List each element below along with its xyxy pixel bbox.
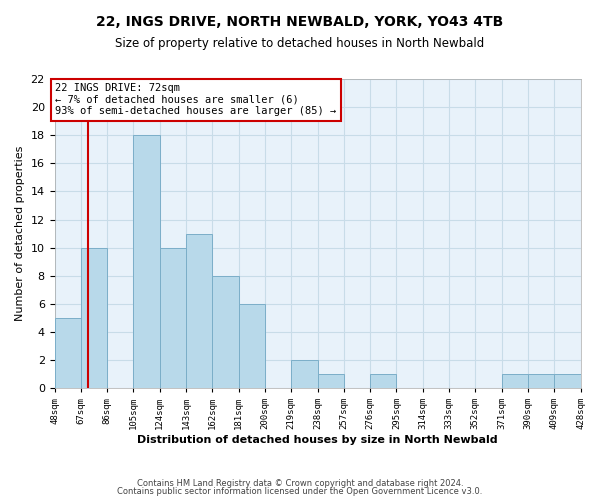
Bar [554,374,581,388]
Text: Size of property relative to detached houses in North Newbald: Size of property relative to detached ho… [115,38,485,51]
Bar [502,374,528,388]
Bar [239,304,265,388]
Bar [370,374,397,388]
Bar [133,135,160,388]
Text: 22 INGS DRIVE: 72sqm
← 7% of detached houses are smaller (6)
93% of semi-detache: 22 INGS DRIVE: 72sqm ← 7% of detached ho… [55,83,337,116]
Bar [212,276,239,388]
Text: 22, INGS DRIVE, NORTH NEWBALD, YORK, YO43 4TB: 22, INGS DRIVE, NORTH NEWBALD, YORK, YO4… [97,15,503,29]
Bar [186,234,212,388]
Bar [291,360,317,388]
Bar [81,248,107,388]
Text: Contains public sector information licensed under the Open Government Licence v3: Contains public sector information licen… [118,487,482,496]
X-axis label: Distribution of detached houses by size in North Newbald: Distribution of detached houses by size … [137,435,498,445]
Y-axis label: Number of detached properties: Number of detached properties [15,146,25,322]
Bar [317,374,344,388]
Bar [160,248,186,388]
Text: Contains HM Land Registry data © Crown copyright and database right 2024.: Contains HM Land Registry data © Crown c… [137,478,463,488]
Bar [528,374,554,388]
Bar [55,318,81,388]
